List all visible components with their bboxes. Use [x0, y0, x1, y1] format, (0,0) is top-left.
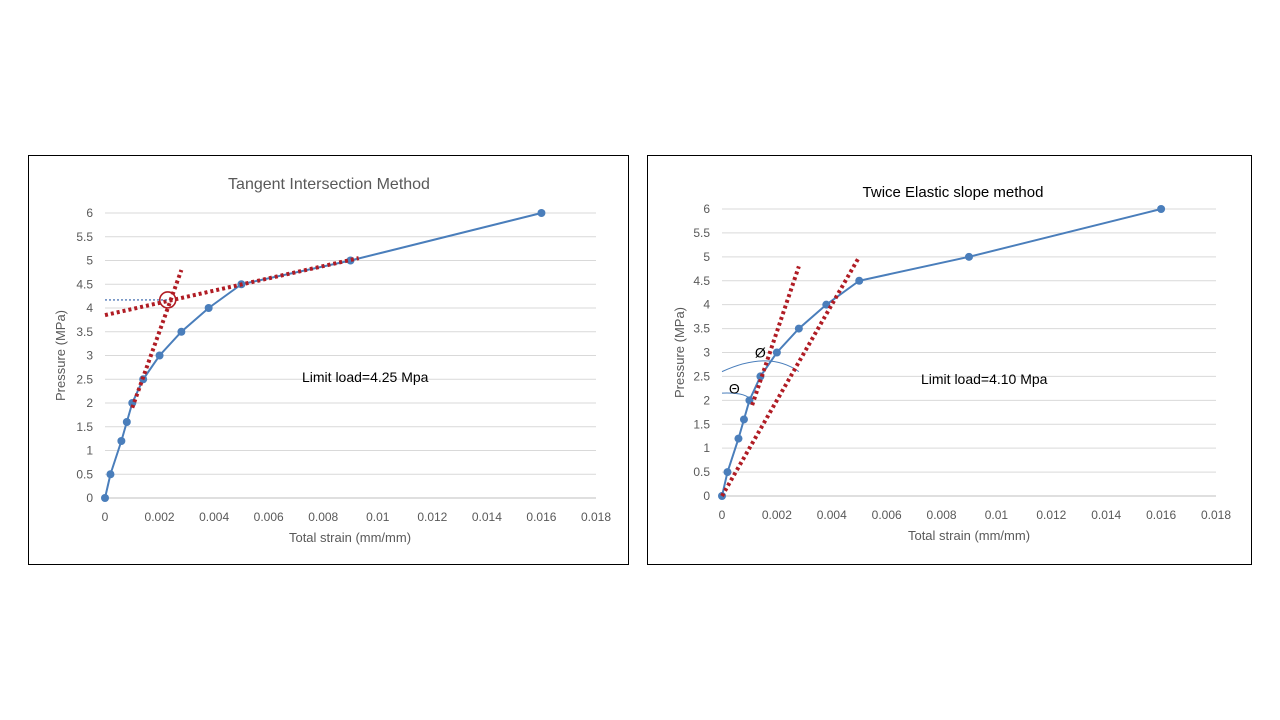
chart-title: Twice Elastic slope method — [863, 184, 1044, 201]
data-point — [723, 468, 732, 477]
x-tick-label: 0.01 — [366, 510, 390, 524]
y-tick-label: 2 — [703, 393, 710, 407]
y-tick-label: 1.5 — [76, 420, 93, 434]
limit-load-annotation: Limit load=4.10 Mpa — [921, 371, 1048, 387]
tangent-line — [720, 255, 861, 497]
x-tick-label: 0.006 — [254, 510, 284, 524]
data-point — [177, 327, 186, 336]
y-tick-label: 1 — [86, 444, 93, 458]
y-tick-label: 6 — [86, 206, 93, 220]
x-tick-label: 0.016 — [526, 510, 556, 524]
data-point — [794, 324, 803, 333]
x-tick-label: 0.018 — [581, 510, 611, 524]
data-point — [855, 276, 864, 285]
chart-title: Tangent Intersection Method — [228, 176, 430, 193]
data-point — [204, 304, 213, 312]
series-line — [721, 208, 1162, 497]
x-tick-label: 0 — [719, 508, 726, 522]
x-tick-label: 0.014 — [1091, 508, 1121, 522]
y-axis-label: Pressure (MPa) — [672, 307, 687, 398]
data-point — [739, 415, 748, 424]
y-tick-label: 5.5 — [693, 226, 710, 240]
tangent-intersection-plot: Tangent Intersection Method 0 0.5 1 1.5 2 2.5 3… — [53, 176, 611, 545]
y-tick-label: 5.5 — [76, 230, 93, 244]
tangent-line — [750, 265, 801, 406]
x-tick-label: 0.002 — [762, 508, 792, 522]
data-point — [155, 351, 164, 360]
tangent-line — [130, 269, 184, 409]
y-tick-label: 3 — [703, 346, 710, 360]
x-tick-label: 0.012 — [417, 510, 447, 524]
y-tick-label: 5 — [86, 254, 93, 268]
y-tick-label: 3.5 — [693, 322, 710, 336]
y-tick-label: 0 — [703, 489, 710, 503]
y-tick-label: 4.5 — [693, 274, 710, 288]
x-tick-label: 0.012 — [1036, 508, 1066, 522]
phi-angle-arc — [721, 360, 800, 373]
y-tick-label: 0 — [86, 491, 93, 505]
data-point — [822, 300, 831, 309]
x-axis-label: Total strain (mm/mm) — [908, 528, 1030, 543]
x-tick-label: 0.018 — [1201, 508, 1231, 522]
x-tick-label: 0.002 — [145, 510, 175, 524]
x-axis-label: Total strain (mm/mm) — [289, 530, 411, 545]
x-tick-label: 0.008 — [927, 508, 957, 522]
intersection-circle — [158, 291, 177, 309]
y-tick-label: 3 — [86, 349, 93, 363]
x-tick-label: 0.008 — [308, 510, 338, 524]
data-point — [1157, 205, 1166, 213]
data-point — [117, 437, 126, 445]
data-point — [734, 434, 743, 443]
y-tick-label: 5 — [703, 250, 710, 264]
phi-angle-label: Ø — [755, 345, 766, 361]
data-point — [122, 418, 131, 426]
y-tick-label: 0.5 — [76, 467, 93, 481]
theta-angle-label: Θ — [729, 380, 740, 396]
y-tick-label: 2.5 — [693, 369, 710, 383]
limit-load-annotation: Limit load=4.25 Mpa — [302, 369, 429, 385]
x-tick-label: 0.004 — [199, 510, 229, 524]
twice-elastic-slope-chart: Twice Elastic slope method 0 0.5 1 1.5 2 2.5 3 3… — [647, 155, 1252, 565]
y-tick-label: 4.5 — [76, 277, 93, 291]
x-tick-label: 0.016 — [1146, 508, 1176, 522]
x-tick-label: 0.01 — [985, 508, 1009, 522]
x-tick-label: 0.014 — [472, 510, 502, 524]
y-tick-label: 3.5 — [76, 325, 93, 339]
x-tick-label: 0.006 — [872, 508, 902, 522]
y-tick-label: 0.5 — [693, 465, 710, 479]
data-point — [537, 209, 546, 217]
y-tick-label: 2 — [86, 396, 93, 410]
x-tick-label: 0.004 — [817, 508, 847, 522]
tangent-intersection-chart: Tangent Intersection Method 0 0.5 1 1.5 2 2.5 3… — [28, 155, 629, 565]
y-tick-label: 6 — [703, 202, 710, 216]
x-tick-label: 0 — [102, 510, 109, 524]
y-tick-label: 4 — [86, 301, 93, 315]
data-point — [772, 348, 781, 357]
y-tick-label: 1 — [703, 441, 710, 455]
tangent-line — [104, 256, 360, 318]
data-point — [965, 252, 973, 261]
y-axis-label: Pressure (MPa) — [53, 310, 68, 401]
y-tick-label: 2.5 — [76, 372, 93, 386]
twice-elastic-slope-plot: Twice Elastic slope method 0 0.5 1 1.5 2 2.5 3 3… — [672, 184, 1231, 543]
data-point — [106, 470, 115, 479]
y-tick-label: 1.5 — [693, 417, 710, 431]
data-point — [101, 494, 109, 502]
y-tick-label: 4 — [703, 298, 710, 312]
